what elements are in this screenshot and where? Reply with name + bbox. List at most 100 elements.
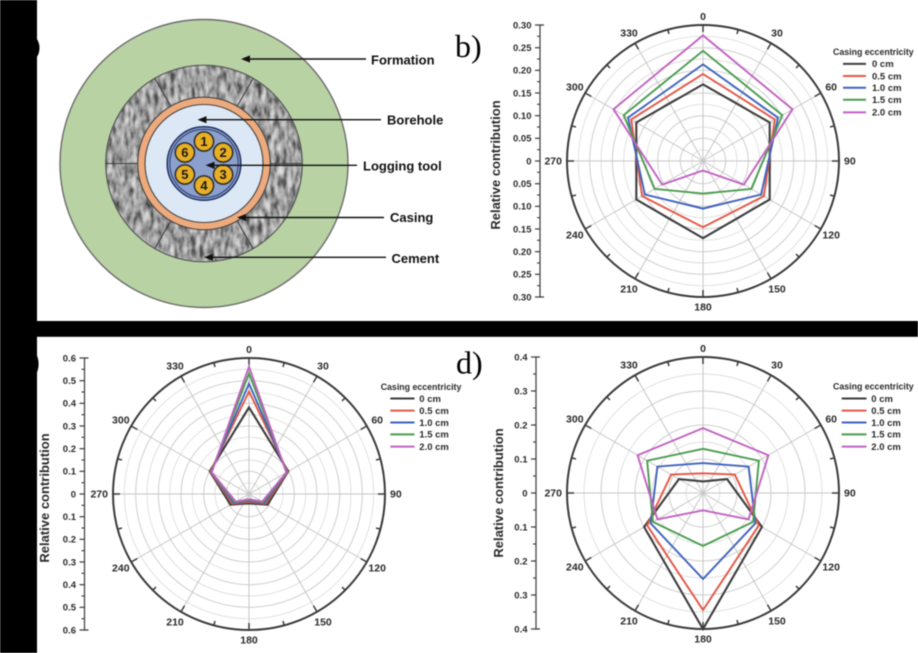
svg-text:240: 240 bbox=[112, 563, 130, 575]
svg-text:150: 150 bbox=[768, 284, 786, 296]
svg-text:210: 210 bbox=[620, 284, 638, 296]
svg-text:1.5 cm: 1.5 cm bbox=[871, 430, 901, 441]
svg-text:0.4: 0.4 bbox=[514, 624, 528, 635]
svg-text:0: 0 bbox=[700, 11, 706, 23]
svg-text:0.1: 0.1 bbox=[63, 467, 77, 478]
svg-text:0: 0 bbox=[522, 488, 527, 499]
svg-text:0.2: 0.2 bbox=[63, 535, 76, 546]
svg-text:150: 150 bbox=[314, 617, 332, 629]
svg-text:Casing: Casing bbox=[390, 210, 433, 225]
svg-text:0.4: 0.4 bbox=[514, 352, 528, 363]
svg-text:180: 180 bbox=[694, 634, 712, 646]
svg-text:0.3: 0.3 bbox=[63, 557, 76, 568]
svg-text:0.2: 0.2 bbox=[514, 556, 527, 567]
svg-text:Relative contribution: Relative contribution bbox=[491, 428, 506, 557]
svg-text:90: 90 bbox=[390, 489, 402, 501]
svg-text:0.3: 0.3 bbox=[63, 421, 76, 432]
svg-text:0 cm: 0 cm bbox=[871, 394, 893, 405]
svg-text:0 cm: 0 cm bbox=[872, 59, 894, 70]
svg-text:1.5 cm: 1.5 cm bbox=[419, 430, 449, 441]
svg-text:0: 0 bbox=[526, 156, 531, 167]
svg-text:1.0 cm: 1.0 cm bbox=[871, 418, 901, 429]
svg-text:0.1: 0.1 bbox=[63, 512, 77, 523]
svg-text:1: 1 bbox=[200, 134, 207, 149]
svg-text:0.30: 0.30 bbox=[513, 20, 532, 31]
svg-text:270: 270 bbox=[90, 489, 108, 501]
svg-text:0.25: 0.25 bbox=[513, 43, 532, 54]
svg-text:30: 30 bbox=[317, 360, 329, 372]
svg-text:2: 2 bbox=[219, 145, 226, 160]
svg-text:0.10: 0.10 bbox=[513, 111, 532, 122]
svg-text:3: 3 bbox=[219, 167, 226, 182]
svg-text:0.5 cm: 0.5 cm bbox=[871, 406, 901, 417]
svg-text:270: 270 bbox=[544, 156, 562, 168]
svg-text:0.3: 0.3 bbox=[514, 386, 527, 397]
svg-text:300: 300 bbox=[566, 414, 584, 426]
svg-text:0.1: 0.1 bbox=[514, 454, 528, 465]
svg-text:0.30: 0.30 bbox=[513, 292, 532, 303]
svg-text:2.0 cm: 2.0 cm bbox=[871, 442, 901, 453]
svg-text:0.5: 0.5 bbox=[63, 376, 77, 387]
svg-text:0.15: 0.15 bbox=[513, 88, 532, 99]
svg-text:270: 270 bbox=[544, 488, 562, 500]
svg-text:60: 60 bbox=[825, 82, 837, 94]
svg-text:0.4: 0.4 bbox=[63, 580, 77, 591]
svg-text:0.5 cm: 0.5 cm bbox=[872, 71, 902, 82]
svg-text:120: 120 bbox=[822, 230, 840, 242]
svg-text:d): d) bbox=[456, 345, 483, 381]
svg-text:Casing eccentricity: Casing eccentricity bbox=[381, 382, 462, 392]
svg-text:Borehole: Borehole bbox=[387, 112, 443, 127]
svg-text:0.6: 0.6 bbox=[63, 353, 76, 364]
svg-text:Relative contribution: Relative contribution bbox=[488, 100, 503, 229]
svg-text:0.5 cm: 0.5 cm bbox=[419, 406, 449, 417]
svg-text:330: 330 bbox=[166, 360, 184, 372]
svg-text:150: 150 bbox=[768, 616, 786, 628]
svg-text:Formation: Formation bbox=[371, 53, 435, 68]
svg-text:0.10: 0.10 bbox=[513, 202, 532, 213]
svg-text:30: 30 bbox=[771, 359, 783, 371]
svg-text:4: 4 bbox=[200, 178, 208, 193]
svg-text:2.0 cm: 2.0 cm bbox=[872, 108, 902, 119]
svg-text:30: 30 bbox=[771, 27, 783, 39]
svg-text:0.2: 0.2 bbox=[514, 420, 527, 431]
svg-text:6: 6 bbox=[181, 145, 188, 160]
svg-text:300: 300 bbox=[566, 82, 584, 94]
svg-text:60: 60 bbox=[371, 415, 383, 427]
svg-text:0.20: 0.20 bbox=[513, 247, 532, 258]
svg-text:330: 330 bbox=[620, 359, 638, 371]
svg-text:0.2: 0.2 bbox=[63, 444, 76, 455]
svg-text:0.05: 0.05 bbox=[513, 134, 532, 145]
svg-text:90: 90 bbox=[844, 488, 856, 500]
svg-text:0.25: 0.25 bbox=[513, 270, 532, 281]
svg-text:120: 120 bbox=[822, 562, 840, 574]
svg-text:210: 210 bbox=[620, 616, 638, 628]
svg-text:b): b) bbox=[455, 28, 482, 64]
svg-text:Casing eccentricity: Casing eccentricity bbox=[833, 382, 914, 392]
svg-text:0.15: 0.15 bbox=[513, 224, 532, 235]
svg-text:1.0 cm: 1.0 cm bbox=[419, 418, 449, 429]
svg-text:60: 60 bbox=[825, 414, 837, 426]
svg-text:180: 180 bbox=[240, 635, 258, 647]
svg-text:240: 240 bbox=[566, 230, 584, 242]
svg-text:180: 180 bbox=[694, 302, 712, 314]
svg-text:210: 210 bbox=[166, 617, 184, 629]
svg-text:1.0 cm: 1.0 cm bbox=[872, 83, 902, 94]
svg-text:Cement: Cement bbox=[392, 251, 440, 266]
svg-text:Casing eccentricity: Casing eccentricity bbox=[833, 47, 914, 57]
svg-text:0.1: 0.1 bbox=[514, 522, 528, 533]
svg-text:Relative contribution: Relative contribution bbox=[37, 433, 52, 562]
svg-text:90: 90 bbox=[844, 156, 856, 168]
svg-text:0 cm: 0 cm bbox=[419, 394, 441, 405]
svg-text:0: 0 bbox=[246, 344, 252, 356]
svg-text:2.0 cm: 2.0 cm bbox=[419, 442, 449, 453]
svg-text:0.05: 0.05 bbox=[513, 179, 532, 190]
svg-text:5: 5 bbox=[181, 167, 188, 182]
svg-text:120: 120 bbox=[368, 563, 386, 575]
svg-text:0.6: 0.6 bbox=[63, 625, 76, 636]
svg-text:0.5: 0.5 bbox=[63, 603, 77, 614]
svg-text:300: 300 bbox=[112, 415, 130, 427]
svg-text:330: 330 bbox=[620, 27, 638, 39]
svg-text:0.4: 0.4 bbox=[63, 399, 77, 410]
svg-text:0: 0 bbox=[71, 489, 76, 500]
svg-text:0: 0 bbox=[700, 343, 706, 355]
